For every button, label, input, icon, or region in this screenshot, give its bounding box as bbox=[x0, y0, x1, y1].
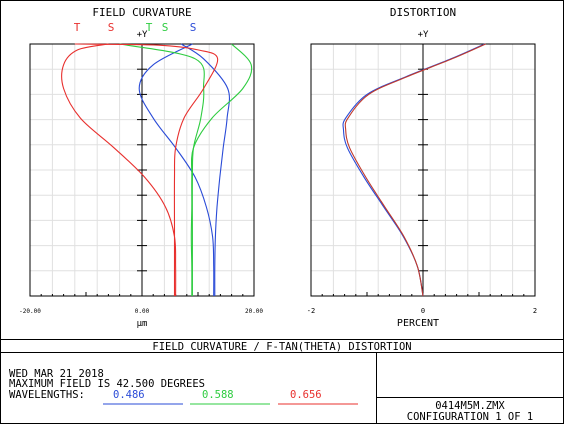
field-curvature-series-line-3 bbox=[119, 43, 205, 296]
distortion-tick-label-left: -2 bbox=[307, 307, 315, 315]
info-configuration: CONFIGURATION 1 OF 1 bbox=[407, 411, 533, 423]
field-curvature-series-line-5 bbox=[74, 43, 219, 296]
field-curvature-x-unit: µm bbox=[137, 319, 148, 329]
distortion-panel: DISTORTION +Y -2 0 2 PERCENT bbox=[307, 6, 537, 329]
field-curvature-series-line-0 bbox=[138, 43, 215, 297]
field-curvature-y-axis-label: +Y bbox=[137, 30, 148, 40]
legend-letter-4: S bbox=[190, 21, 197, 34]
distortion-ticks bbox=[321, 68, 525, 296]
wavelength-value-red: 0.656 bbox=[290, 389, 322, 401]
info-wavelengths-label: WAVELENGTHS: bbox=[9, 389, 85, 401]
distortion-series-line-1 bbox=[344, 43, 486, 297]
legend-letter-2: T bbox=[146, 21, 153, 34]
banner-frame bbox=[0, 339, 564, 353]
legend-letter-1: S bbox=[108, 21, 115, 34]
field-curvature-series-line-4 bbox=[61, 43, 177, 297]
distortion-title: DISTORTION bbox=[390, 6, 456, 19]
distortion-tick-label-right: 2 bbox=[533, 307, 537, 315]
field-curvature-series bbox=[61, 43, 253, 297]
field-curvature-series-line-2 bbox=[190, 43, 253, 297]
field-curvature-ticks bbox=[40, 68, 244, 296]
field-curvature-tick-label-center: 0.00 bbox=[135, 308, 150, 315]
banner-title: FIELD CURVATURE / F-TAN(THETA) DISTORTIO… bbox=[152, 341, 411, 353]
field-curvature-tick-label-right: 20.00 bbox=[245, 308, 263, 315]
distortion-series bbox=[342, 43, 486, 297]
legend-letter-0: T bbox=[74, 21, 81, 34]
info-max-field: MAXIMUM FIELD IS 42.500 DEGREES bbox=[9, 378, 205, 390]
info-file-name: 0414M5M.ZMX bbox=[435, 400, 505, 412]
distortion-tick-label-center: 0 bbox=[421, 307, 425, 315]
field-curvature-series-line-1 bbox=[180, 43, 230, 297]
wavelength-value-green: 0.588 bbox=[202, 389, 234, 401]
wavelength-value-blue: 0.486 bbox=[113, 389, 145, 401]
distortion-x-unit: PERCENT bbox=[397, 318, 439, 329]
distortion-y-axis-label: +Y bbox=[418, 30, 429, 40]
legend-letter-3: S bbox=[162, 21, 169, 34]
field-curvature-title: FIELD CURVATURE bbox=[92, 6, 191, 19]
field-curvature-tick-label-left: -20.00 bbox=[19, 308, 41, 315]
info-date: WED MAR 21 2018 bbox=[9, 368, 104, 380]
info-block: FIELD CURVATURE / F-TAN(THETA) DISTORTIO… bbox=[0, 339, 564, 424]
